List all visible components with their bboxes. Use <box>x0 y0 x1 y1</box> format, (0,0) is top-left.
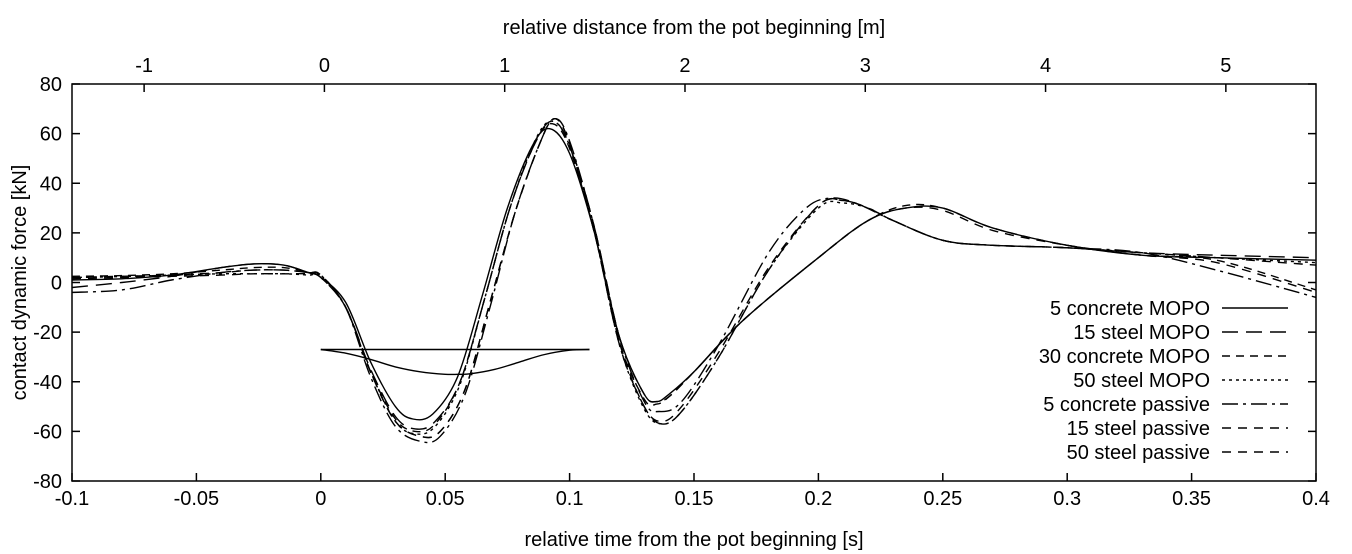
x2-tick-label: 4 <box>1040 55 1051 77</box>
pot-annotation <box>320 348 590 376</box>
y-tick-label: 0 <box>51 273 62 295</box>
legend-label: 15 steel MOPO <box>1073 322 1210 344</box>
x-tick-label: 0.35 <box>1172 488 1211 510</box>
y-axis-title: contact dynamic force [kN] <box>9 165 31 401</box>
x-tick-label: -0.1 <box>55 488 89 510</box>
y-tick-label: -20 <box>33 322 62 344</box>
x-tick-label: 0.25 <box>923 488 962 510</box>
plot-frame <box>71 83 1317 482</box>
x2-tick-label: 1 <box>499 55 510 77</box>
x-tick-label: 0.15 <box>675 488 714 510</box>
y-tick-label: -60 <box>33 421 62 443</box>
x-tick-label: 0.4 <box>1302 488 1330 510</box>
legend-label: 5 concrete MOPO <box>1050 298 1210 320</box>
series-group <box>72 117 1316 444</box>
x2-tick-label: 3 <box>860 55 871 77</box>
y-tick-label: 20 <box>40 223 62 245</box>
y-tick-label: -40 <box>33 372 62 394</box>
x2-tick-label: 2 <box>679 55 690 77</box>
legend-label: 50 steel MOPO <box>1073 370 1210 392</box>
x2-tick-label: -1 <box>135 55 153 77</box>
y-tick-label: 60 <box>40 124 62 146</box>
legend-label: 15 steel passive <box>1067 418 1210 440</box>
y-tick-label: -80 <box>33 471 62 493</box>
x-tick-label: 0.05 <box>426 488 465 510</box>
series-line-5 <box>72 117 1316 444</box>
x-axis-title: relative time from the pot beginning [s] <box>524 529 863 551</box>
series-layer <box>72 117 1316 444</box>
legend-label: 50 steel passive <box>1067 442 1210 464</box>
x-tick-label: 0.1 <box>556 488 584 510</box>
x-tick-label: -0.05 <box>174 488 220 510</box>
y-tick-label: 40 <box>40 173 62 195</box>
pot-shape <box>320 348 590 376</box>
x2-tick-label: 0 <box>319 55 330 77</box>
x-tick-label: 0.3 <box>1053 488 1081 510</box>
tick-layer: -0.1 -0.05 0 0.05 0.1 0.15 0.2 0.25 0.3 0.35 0.4 -8… <box>33 55 1330 510</box>
x-tick-label: 0.2 <box>804 488 832 510</box>
legend-label: 30 concrete MOPO <box>1039 346 1210 368</box>
x2-tick-label: 5 <box>1220 55 1231 77</box>
y-tick-label: 80 <box>40 74 62 96</box>
x-tick-label: 0 <box>315 488 326 510</box>
legend-label: 5 concrete passive <box>1043 394 1210 416</box>
x2-axis-title: relative distance from the pot beginning… <box>503 17 885 39</box>
